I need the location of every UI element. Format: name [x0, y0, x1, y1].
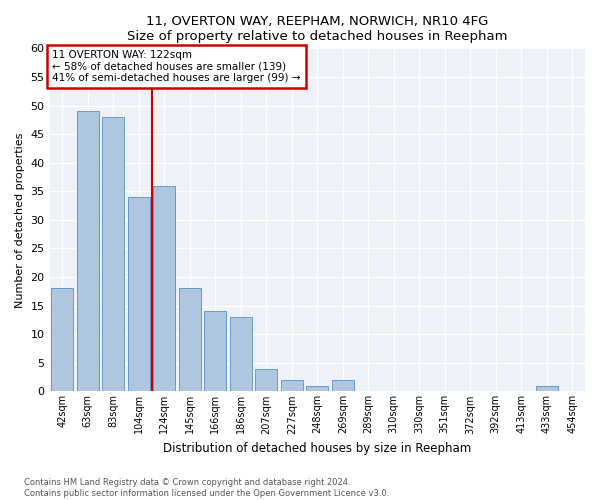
- Bar: [256, 368, 277, 392]
- Bar: [77, 111, 98, 392]
- Bar: [128, 197, 149, 392]
- Bar: [307, 386, 328, 392]
- Text: Contains HM Land Registry data © Crown copyright and database right 2024.
Contai: Contains HM Land Registry data © Crown c…: [24, 478, 389, 498]
- Bar: [154, 186, 175, 392]
- Bar: [103, 117, 124, 392]
- Title: 11, OVERTON WAY, REEPHAM, NORWICH, NR10 4FG
Size of property relative to detache: 11, OVERTON WAY, REEPHAM, NORWICH, NR10 …: [127, 15, 508, 43]
- Bar: [536, 386, 557, 392]
- Bar: [52, 288, 73, 392]
- Bar: [332, 380, 353, 392]
- Y-axis label: Number of detached properties: Number of detached properties: [15, 132, 25, 308]
- Bar: [179, 288, 200, 392]
- Bar: [281, 380, 302, 392]
- Bar: [230, 317, 251, 392]
- Bar: [205, 312, 226, 392]
- Text: 11 OVERTON WAY: 122sqm
← 58% of detached houses are smaller (139)
41% of semi-de: 11 OVERTON WAY: 122sqm ← 58% of detached…: [52, 50, 301, 83]
- X-axis label: Distribution of detached houses by size in Reepham: Distribution of detached houses by size …: [163, 442, 472, 455]
